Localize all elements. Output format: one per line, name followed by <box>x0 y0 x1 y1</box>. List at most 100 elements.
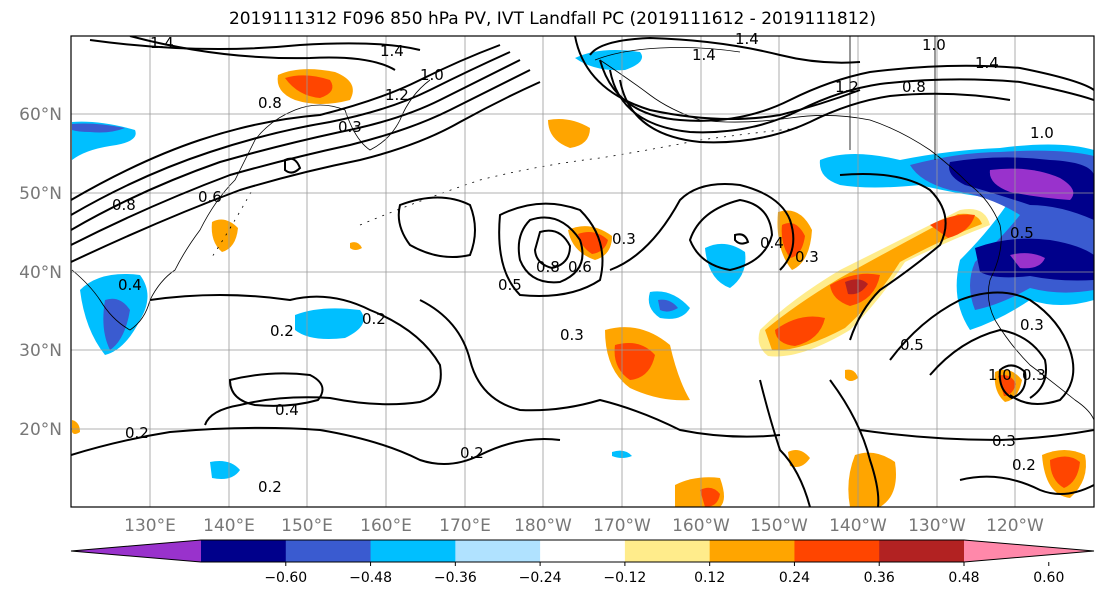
colorbar-tick-label: −0.48 <box>349 570 392 586</box>
colorbar-tick-label: −0.36 <box>434 570 477 586</box>
contour-label: 1.2 <box>385 86 409 104</box>
contour-line <box>929 328 1047 399</box>
contour-label: 0.4 <box>760 234 784 252</box>
colorbar-swatch <box>285 540 372 562</box>
positive-anomaly-region <box>775 316 825 346</box>
contour-label: 1.4 <box>150 34 174 52</box>
coastline <box>71 139 256 331</box>
colorbar-swatch <box>201 540 287 562</box>
colorbar-tick-label: 0.36 <box>864 570 895 586</box>
colorbar-swatch <box>879 540 965 562</box>
contour-line <box>89 39 421 51</box>
contour-label: 1.4 <box>735 30 759 48</box>
negative-anomaly-region <box>575 50 643 71</box>
contour-label: 1.2 <box>835 78 859 96</box>
positive-anomaly-region <box>211 219 238 252</box>
contour-line <box>589 36 861 64</box>
contour-line <box>998 364 1027 400</box>
contour-label: 0.2 <box>460 444 484 462</box>
colorbar-tick-label: 0.24 <box>779 570 810 586</box>
colorbar-swatch <box>794 540 880 562</box>
contour-label: 0.2 <box>362 310 386 328</box>
longitude-label: 120°W <box>986 516 1044 536</box>
contour-label: 0.6 <box>198 188 222 206</box>
positive-anomaly-region <box>848 452 896 507</box>
longitude-label: 140°E <box>203 516 255 536</box>
colorbar-extend-min <box>71 540 201 562</box>
contour-label: 0.2 <box>258 478 282 496</box>
island-chain <box>209 184 256 261</box>
contour-label: 1.4 <box>692 46 716 64</box>
colorbar-extend-max <box>964 540 1094 562</box>
shaded-field <box>72 50 1094 507</box>
contour-label: 0.3 <box>560 326 584 344</box>
contour-label: 1.0 <box>988 366 1012 384</box>
contour-label: 0.2 <box>270 322 294 340</box>
latitude-axis: 60°N 50°N 40°N 30°N 20°N <box>19 105 62 440</box>
contour-label: 0.3 <box>612 230 636 248</box>
colorbar-tick-label: −0.12 <box>603 570 646 586</box>
contour-label: 0.4 <box>275 401 299 419</box>
contour-line <box>609 183 795 271</box>
coastline <box>849 36 936 160</box>
contour-lines <box>71 36 1094 507</box>
contour-label: 0.8 <box>258 94 282 112</box>
colorbar-tick-label: 0.12 <box>694 570 725 586</box>
contour-label: 0.3 <box>1022 366 1046 384</box>
contour-line <box>71 81 541 263</box>
contour-label: 0.2 <box>125 424 149 442</box>
contour-line <box>829 379 880 507</box>
negative-anomaly-region <box>210 461 240 479</box>
positive-anomaly-region <box>788 450 810 467</box>
contour-label: 0.8 <box>536 258 560 276</box>
positive-anomaly-region <box>614 342 655 380</box>
positive-anomaly-region <box>700 487 720 507</box>
contour-line <box>517 216 584 284</box>
positive-anomaly-region <box>998 375 1016 396</box>
contour-line <box>599 59 1094 122</box>
contour-line <box>71 51 511 216</box>
contour-label: 0.2 <box>1012 456 1036 474</box>
contour-label: 1.0 <box>420 66 444 84</box>
map-title: 2019111312 F096 850 hPa PV, IVT Landfall… <box>228 9 876 29</box>
latitude-label: 40°N <box>19 263 62 283</box>
colorbar-swatch <box>624 540 711 562</box>
longitude-label: 170°E <box>439 516 491 536</box>
contour-label: 0.3 <box>338 118 362 136</box>
contour-line <box>149 294 442 426</box>
longitude-label: 150°E <box>281 516 333 536</box>
colorbar-swatch <box>370 540 456 562</box>
negative-anomaly-region <box>1010 253 1045 269</box>
colorbar-tick-label: 0.48 <box>948 570 979 586</box>
longitude-label: 170°W <box>593 516 651 536</box>
contour-label: 1.0 <box>922 36 946 54</box>
colorbar-swatch <box>709 540 795 562</box>
contour-line <box>498 202 604 297</box>
coastline <box>594 47 741 61</box>
contour-line <box>71 59 521 231</box>
contour-line <box>228 372 324 407</box>
contour-label: 0.5 <box>900 336 924 354</box>
negative-anomaly-region <box>103 298 130 350</box>
contour-line <box>839 173 947 341</box>
positive-anomaly-region <box>930 214 975 238</box>
positive-anomaly-region <box>845 279 868 295</box>
contour-line <box>71 69 531 246</box>
contour-line <box>284 157 302 174</box>
contour-label: 0.3 <box>992 432 1016 450</box>
colorbar: −0.60 −0.48 −0.36 −0.24 −0.12 0.12 0.24 0.36 0.4… <box>70 539 1095 586</box>
contour-label: 0.5 <box>498 276 522 294</box>
contour-label: 0.8 <box>112 196 136 214</box>
latitude-label: 20°N <box>19 420 62 440</box>
negative-anomaly-region <box>989 168 1074 200</box>
contour-line <box>619 79 1011 144</box>
contour-line <box>71 426 561 465</box>
colorbar-swatch <box>455 540 541 562</box>
negative-anomaly-region <box>295 308 364 339</box>
longitude-label: 160°E <box>360 516 412 536</box>
colorbar-tick-label: −0.24 <box>519 570 562 586</box>
positive-anomaly-region <box>548 119 590 148</box>
colorbar-swatch <box>540 540 626 562</box>
contour-line <box>889 291 1075 405</box>
